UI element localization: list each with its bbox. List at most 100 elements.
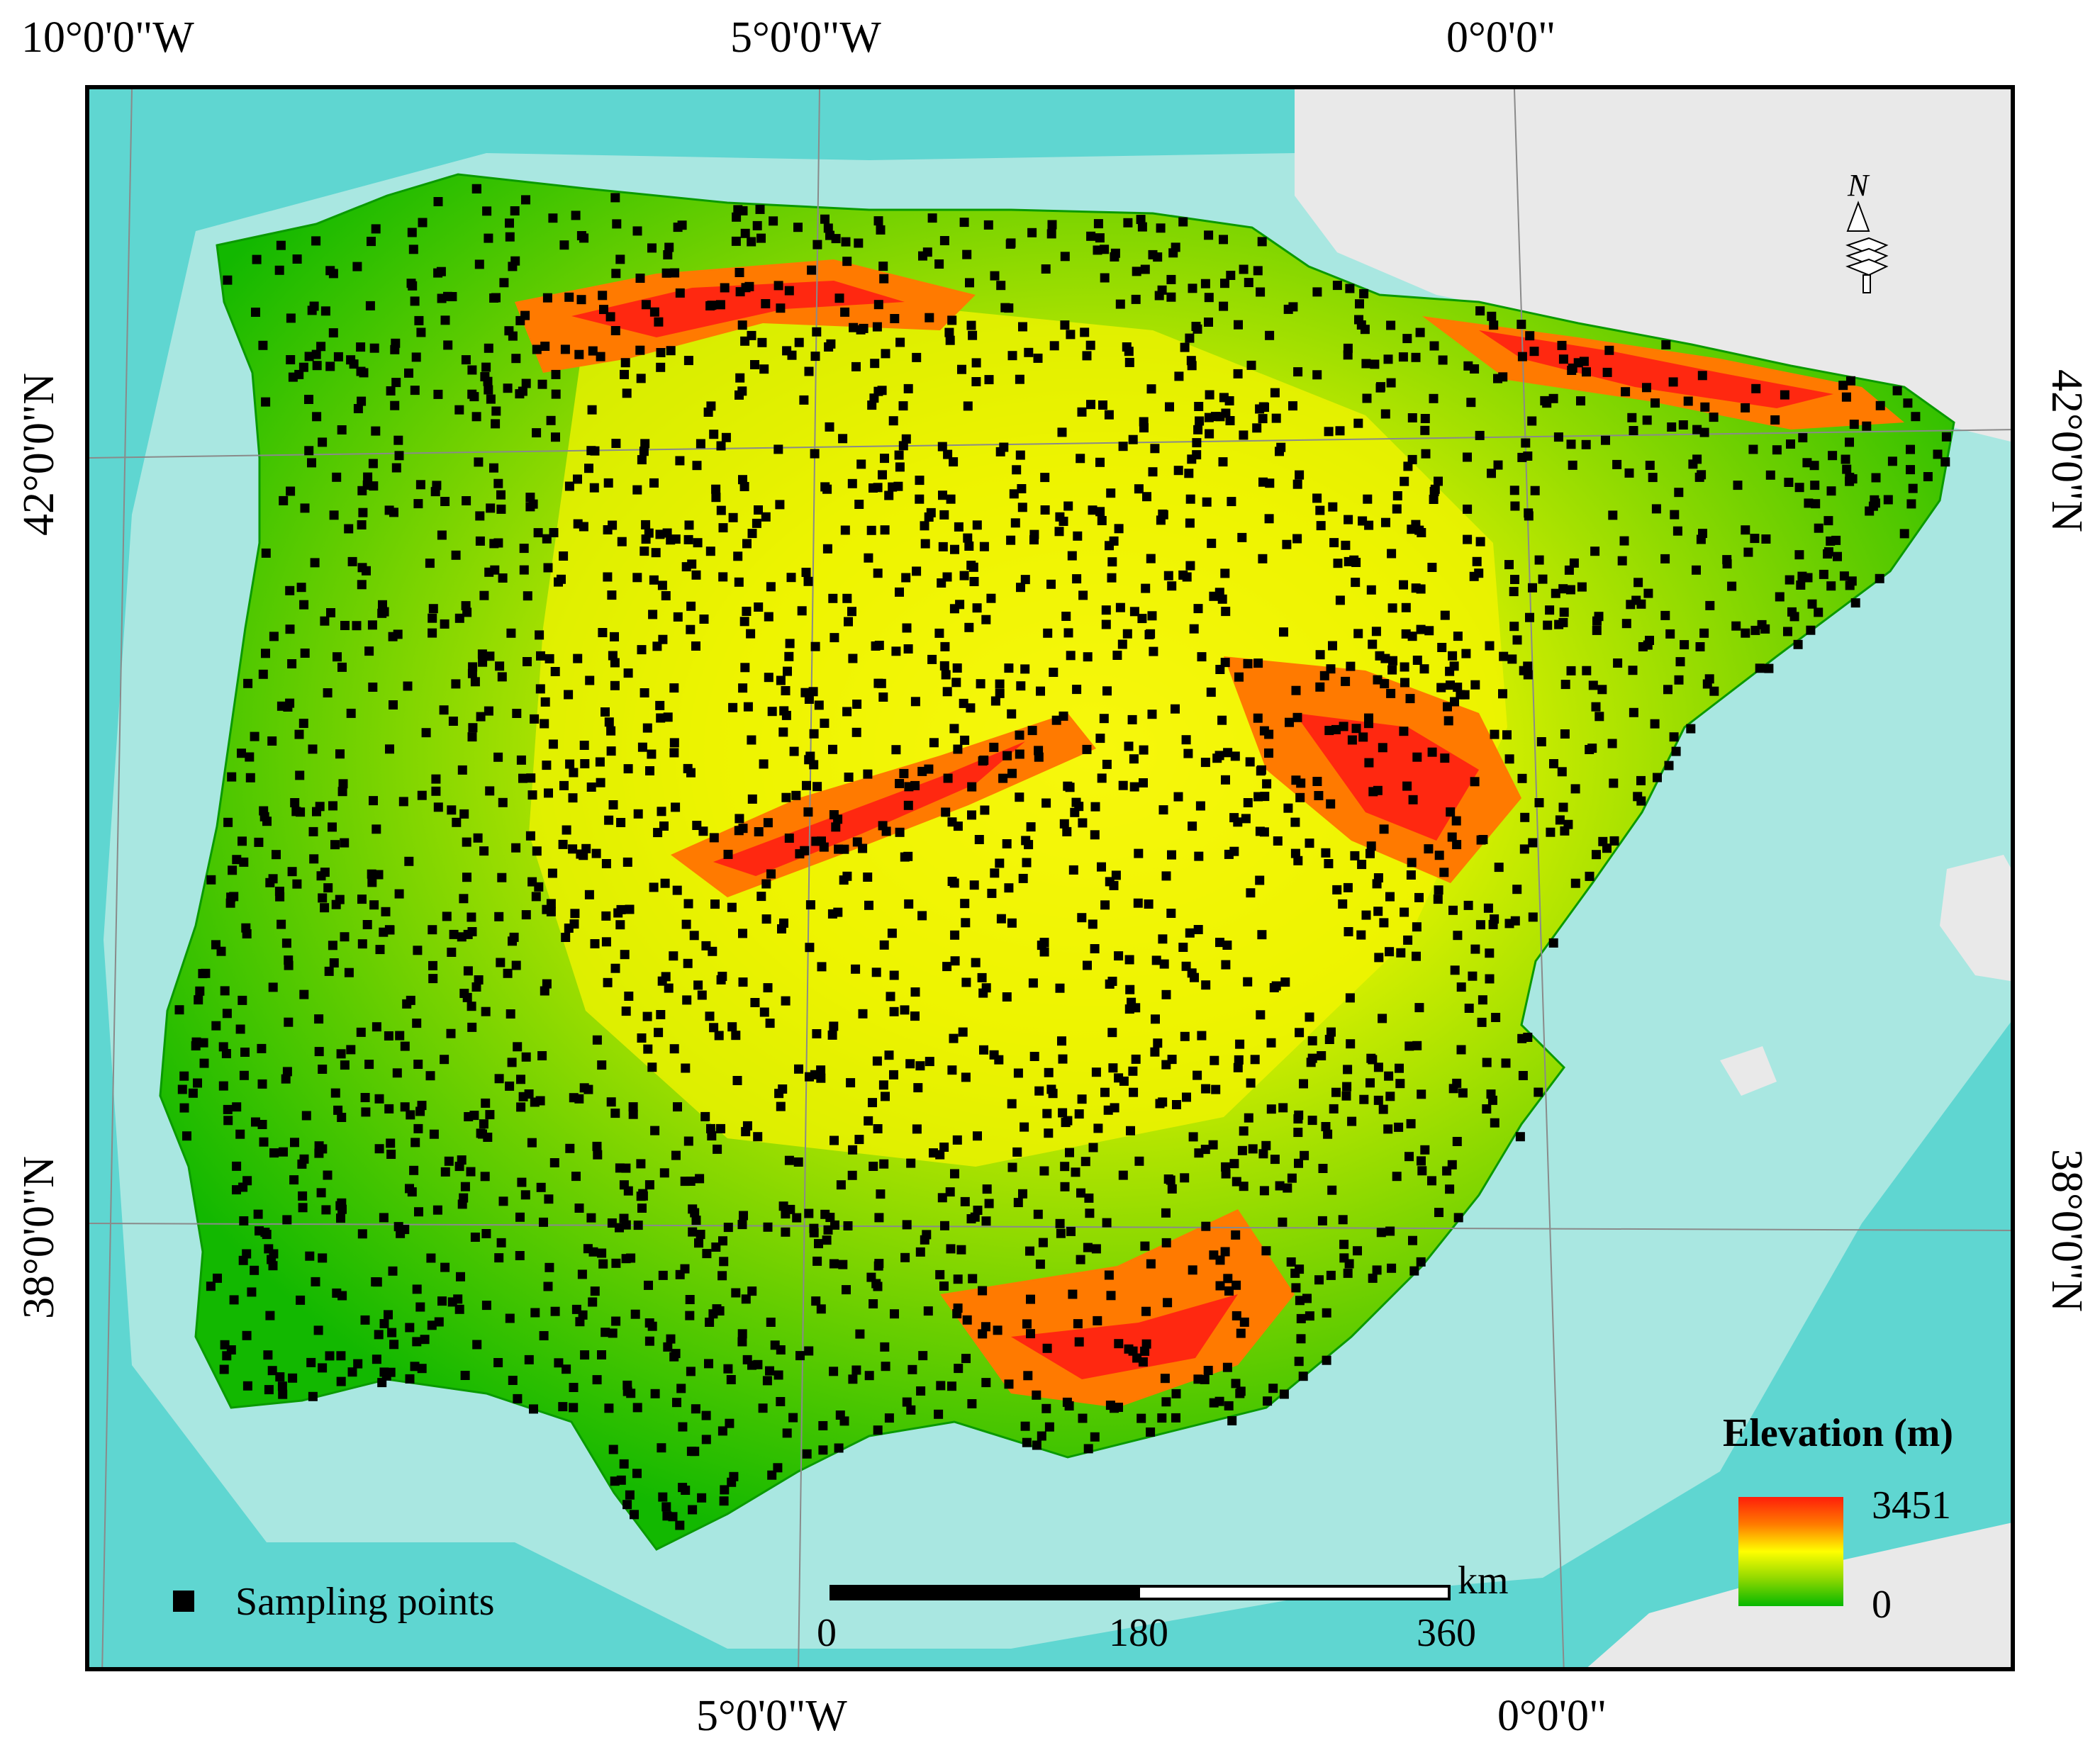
sampling-point [981,1322,990,1332]
sampling-point [201,968,211,978]
sampling-point [1453,931,1463,941]
sampling-point [493,752,503,762]
map-frame: N [85,85,2015,1671]
sampling-point [1475,920,1485,930]
sampling-point [978,1286,988,1296]
sampling-point [275,892,285,902]
sampling-point [1097,773,1107,783]
sampling-point [320,306,330,316]
sampling-point [312,361,322,371]
sampling-point [486,503,496,513]
sampling-point [675,456,685,466]
sampling-point [1279,627,1288,637]
sampling-point [437,1296,447,1306]
sampling-point [764,612,773,622]
sampling-point [472,1340,482,1350]
sampling-point [1233,369,1243,378]
sampling-point [467,732,477,742]
sampling-point [585,675,595,685]
sampling-point [601,1328,610,1337]
sampling-point [1010,518,1020,528]
sampling-point [485,1110,495,1120]
sampling-point [1129,754,1139,764]
sampling-point [924,512,934,522]
sampling-point [1004,663,1014,673]
sampling-point [1007,918,1017,928]
sampling-point [588,1297,598,1307]
sampling-point [829,1367,839,1376]
sampling-point [733,551,743,561]
sampling-point [663,250,673,259]
sampling-point [864,1371,874,1381]
sampling-point [869,1162,878,1171]
sampling-point [440,1167,450,1177]
sampling-point [440,619,449,629]
sampling-point [544,654,554,663]
sampling-point [524,1354,534,1364]
sampling-point [671,802,681,812]
sampling-point [1270,388,1280,398]
sampling-point [1629,426,1638,435]
sampling-point [1118,1170,1128,1180]
sampling-point [999,442,1009,452]
sampling-point [1385,947,1395,957]
sampling-point [952,1309,962,1318]
sampling-point [741,1127,751,1137]
sampling-point [980,805,990,815]
sampling-point [1741,628,1750,638]
sampling-point [1063,781,1073,791]
sampling-point [900,1252,910,1262]
sampling-point [551,369,561,379]
sampling-point [1005,239,1015,249]
sampling-point [1114,951,1124,961]
sampling-point [1883,495,1893,505]
sampling-point [1136,215,1146,225]
sampling-point [1509,622,1519,632]
sampling-point [898,441,908,451]
sampling-point [644,1180,654,1190]
sampling-point [1322,1308,1331,1318]
sampling-point [1093,1316,1102,1325]
sampling-point [489,293,499,303]
sampling-point [990,868,1000,878]
sampling-point [307,458,316,468]
sampling-point [996,281,1006,291]
sampling-point [344,524,354,534]
sampling-point [1424,844,1434,854]
sampling-point [1080,327,1090,337]
sampling-point [471,982,481,992]
sampling-point [949,457,959,467]
sampling-point [895,827,905,837]
sampling-point [1292,534,1302,544]
sampling-point [1142,492,1151,502]
sampling-point [1257,237,1267,247]
sampling-point [1218,457,1228,467]
sampling-point [864,553,873,563]
sampling-point [830,633,839,643]
sampling-point [1412,656,1422,665]
sampling-point [1239,1182,1249,1191]
sampling-point [442,912,452,921]
sampling-point [895,462,905,472]
sampling-point [1088,1143,1098,1152]
sampling-point [269,632,279,641]
sampling-point [388,632,398,641]
sampling-point [747,330,756,340]
sampling-point [1582,666,1592,675]
sampling-point [929,1148,938,1158]
sampling-point [1306,1058,1316,1067]
sampling-point [1507,654,1517,664]
sampling-point [1643,588,1653,598]
sampling-point [518,386,527,396]
sampling-point [1870,495,1880,505]
sampling-point [1321,1122,1331,1131]
sampling-point [431,774,441,784]
sampling-point [311,1277,320,1286]
sampling-point [416,327,426,337]
sampling-point [1141,1339,1151,1349]
sampling-point [805,900,815,910]
sampling-point [761,914,771,924]
sampling-point [937,442,947,451]
sampling-point [1063,501,1073,511]
sampling-point [1127,997,1136,1007]
